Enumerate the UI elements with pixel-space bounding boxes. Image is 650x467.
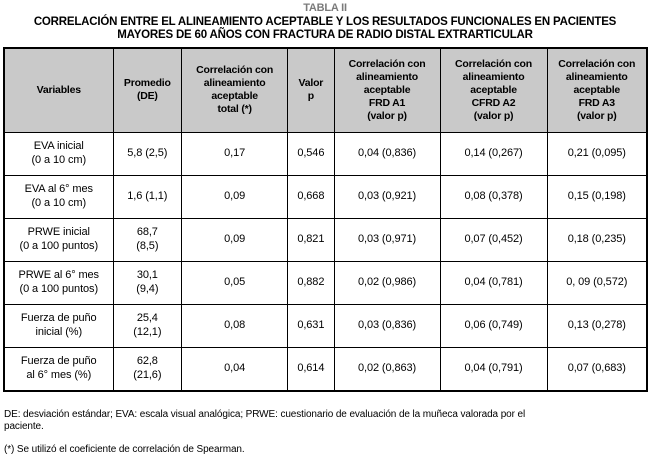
cfrd-a2-cell: 0,04 (0,791) [439,346,548,391]
variable-cell: EVA al 6° mes (0 a 10 cm) [3,174,114,219]
header-cell-correlacion-frd-a3: Correlación con alineamiento aceptable F… [546,47,648,133]
valor-p-cell: 0,668 [287,174,335,219]
header-cell-variables: Variables [3,47,114,133]
table-row-prwe-inicial: PRWE inicial (0 a 100 puntos) 68,7 (8,5)… [3,217,648,262]
table-row-eva-6-mes: EVA al 6° mes (0 a 10 cm) 1,6 (1,1) 0,09… [3,174,648,219]
valor-p-cell: 0,614 [287,346,335,391]
table-caption: TABLA II CORRELACIÓN ENTRE EL ALINEAMIEN… [0,0,650,43]
promedio-cell: 25,4 (12,1) [112,303,183,348]
frd-a1-cell: 0,03 (0,836) [333,303,441,348]
table-row-fuerza-6-mes: Fuerza de puño al 6° mes (%) 62,8 (21,6)… [3,346,648,391]
variable-cell: EVA inicial (0 a 10 cm) [3,131,114,176]
correlacion-total-cell: 0,09 [181,217,289,262]
header-cell-correlacion-frd-a1: Correlación con alineamiento aceptable F… [333,47,441,133]
header-cell-correlacion-total: Correlación con alineamiento aceptable t… [181,47,289,133]
cfrd-a2-cell: 0,08 (0,378) [439,174,548,219]
variable-cell: Fuerza de puño al 6° mes (%) [3,346,114,391]
footnote-abbreviations: DE: desviación estándar; EVA: escala vis… [4,409,526,432]
valor-p-cell: 0,631 [287,303,335,348]
promedio-cell: 30,1 (9,4) [112,260,183,305]
frd-a3-cell: 0,07 (0,683) [546,346,648,391]
frd-a3-cell: 0,15 (0,198) [546,174,648,219]
table-title-line-1: CORRELACIÓN ENTRE EL ALINEAMIENTO ACEPTA… [33,15,617,28]
variable-cell: PRWE al 6° mes (0 a 100 puntos) [3,260,114,305]
table-title-line-2: MAYORES DE 60 AÑOS CON FRACTURA DE RADIO… [117,29,533,41]
table-row-eva-inicial: EVA inicial (0 a 10 cm) 5,8 (2,5) 0,17 0… [3,131,648,176]
frd-a3-cell: 0, 09 (0,572) [546,260,648,305]
promedio-cell: 1,6 (1,1) [112,174,183,219]
promedio-cell: 5,8 (2,5) [112,131,183,176]
correlacion-total-cell: 0,04 [181,346,289,391]
table-number-label: TABLA II [303,2,347,14]
promedio-cell: 62,8 (21,6) [112,346,183,391]
frd-a1-cell: 0,02 (0,863) [333,346,441,391]
footnote-spearman: (*) Se utilizó el coeficiente de correla… [4,443,245,455]
cfrd-a2-cell: 0,06 (0,749) [439,303,548,348]
cfrd-a2-cell: 0,07 (0,452) [439,217,548,262]
frd-a1-cell: 0,04 (0,836) [333,131,441,176]
promedio-cell: 68,7 (8,5) [112,217,183,262]
correlation-results-table: Variables Promedio (DE) Correlación con … [3,46,648,392]
frd-a1-cell: 0,03 (0,921) [333,174,441,219]
valor-p-cell: 0,821 [287,217,335,262]
valor-p-cell: 0,546 [287,131,335,176]
table-header-row: Variables Promedio (DE) Correlación con … [3,47,648,133]
frd-a3-cell: 0,21 (0,095) [546,131,648,176]
variable-cell: PRWE inicial (0 a 100 puntos) [3,217,114,262]
frd-a3-cell: 0,13 (0,278) [546,303,648,348]
frd-a1-cell: 0,02 (0,986) [333,260,441,305]
table-footnotes: DE: desviación estándar; EVA: escala vis… [4,398,646,467]
correlacion-total-cell: 0,08 [181,303,289,348]
header-cell-promedio-de: Promedio (DE) [112,47,183,133]
frd-a3-cell: 0,18 (0,235) [546,217,648,262]
correlacion-total-cell: 0,17 [181,131,289,176]
correlacion-total-cell: 0,05 [181,260,289,305]
cfrd-a2-cell: 0,04 (0,781) [439,260,548,305]
header-cell-correlacion-cfrd-a2: Correlación con alineamiento aceptable C… [439,47,548,133]
valor-p-cell: 0,882 [287,260,335,305]
table-row-prwe-6-mes: PRWE al 6° mes (0 a 100 puntos) 30,1 (9,… [3,260,648,305]
header-cell-valor-p: Valor p [287,47,335,133]
cfrd-a2-cell: 0,14 (0,267) [439,131,548,176]
correlacion-total-cell: 0,09 [181,174,289,219]
variable-cell: Fuerza de puño inicial (%) [3,303,114,348]
table-page: TABLA II CORRELACIÓN ENTRE EL ALINEAMIEN… [0,0,650,455]
frd-a1-cell: 0,03 (0,971) [333,217,441,262]
table-row-fuerza-inicial: Fuerza de puño inicial (%) 25,4 (12,1) 0… [3,303,648,348]
